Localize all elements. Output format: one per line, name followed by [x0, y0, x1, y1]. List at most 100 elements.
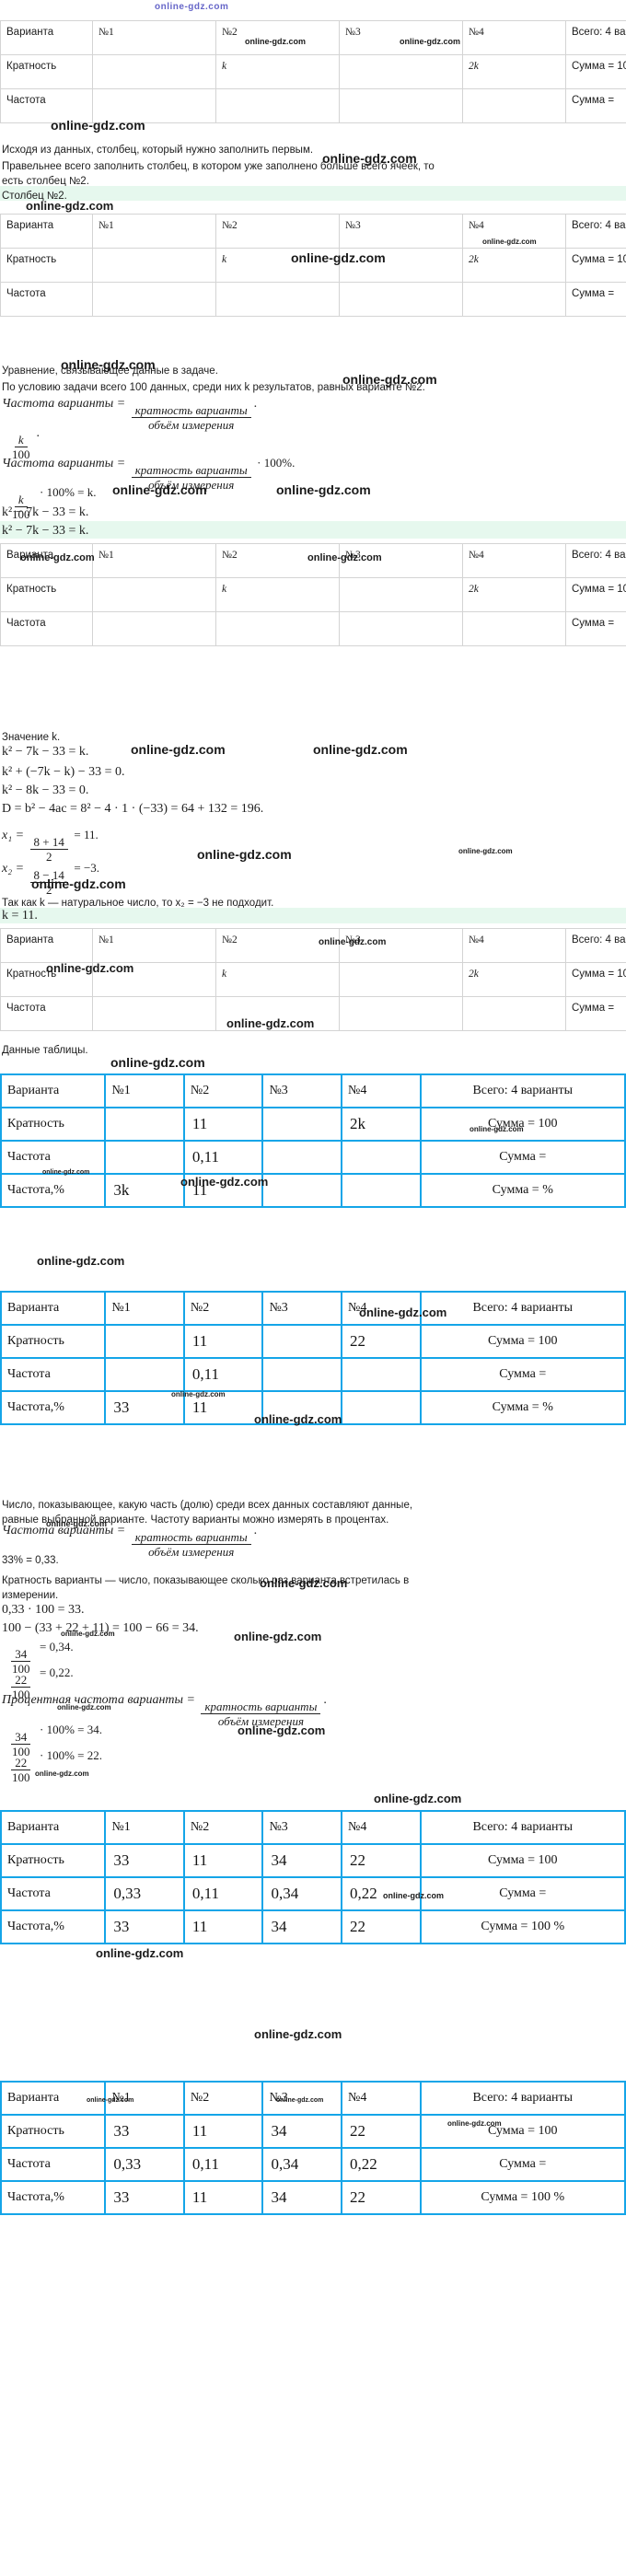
cell: 11: [182, 2180, 264, 2215]
formula-calc-2: 100 − (33 + 22 + 11) = 100 − 66 = 34.: [2, 1621, 199, 1635]
paragraph-8a: Кратность варианты — число, показывающее…: [2, 1575, 410, 1586]
fraction-numerator: 34: [11, 1730, 31, 1745]
cell: 33: [104, 2180, 185, 2215]
blue-table-2-wrap: Варианта №1 №2 №3 №4 Всего: 4 варианты К…: [0, 1291, 626, 1425]
cell: [339, 996, 463, 1031]
cell-total: Сумма =: [565, 88, 626, 123]
cell: 0,11: [182, 1140, 264, 1175]
cell: [340, 1173, 422, 1208]
cell: [104, 1107, 185, 1142]
cell: [340, 1140, 422, 1175]
row-label: Кратность: [0, 2114, 107, 2149]
cell: [261, 1107, 342, 1142]
formula-value: · 100% = 34.: [40, 1723, 102, 1736]
column-header: №2: [182, 1291, 264, 1326]
table-row: Частота,% 33 11 Сумма = %: [0, 1390, 626, 1425]
fraction-numerator: 8 − 14: [29, 868, 68, 883]
cell-total: Сумма = 100: [419, 1324, 626, 1359]
fraction: k 100: [8, 433, 34, 461]
cell-total: Сумма = 100: [419, 2114, 626, 2149]
fraction: кратность варианты объём измерения: [201, 1700, 321, 1728]
row-label: Кратность: [0, 1107, 107, 1142]
fraction-numerator: 34: [11, 1647, 31, 1662]
cell: [261, 1324, 342, 1359]
cell: [104, 1357, 185, 1392]
cell: №2: [215, 20, 340, 55]
formula-lhs: Частота варианты =: [2, 397, 126, 411]
cell-total: Сумма = 100: [565, 54, 626, 89]
row-label: Частота: [0, 1140, 107, 1175]
heading-column-2: Столбец №2.: [2, 191, 67, 202]
cell: 2k: [462, 54, 566, 89]
fraction: 34 100: [8, 1730, 34, 1758]
cell: №4: [462, 543, 566, 578]
watermark: online-gdz.com: [96, 1946, 184, 1960]
table-3-wrap: Варианта №1 №2 №3 №4 Всего: 4 варианты К…: [0, 543, 626, 646]
column-header: №2: [182, 1073, 264, 1108]
table-2: Варианта №1 №2 №3 №4 Всего: 4 варианты К…: [0, 214, 626, 317]
table-row: Кратность 33 11 34 22 Сумма = 100: [0, 1843, 626, 1878]
row-label: Частота: [0, 1876, 107, 1911]
formula-eq2: k² + (−7k − k) − 33 = 0.: [2, 765, 125, 779]
paragraph-not-fit: Так как k — натуральное число, то x₂ = −…: [2, 898, 274, 909]
formula-k-percent: k 100 · 100% = k.: [4, 482, 99, 522]
formula-k-answer: k = 11.: [2, 909, 38, 922]
row-label: Варианта: [0, 543, 93, 578]
cell: 33: [104, 1909, 185, 1944]
fraction-denominator: 100: [12, 1661, 30, 1676]
paragraph-1: Исходя из данных, столбец, который нужно…: [2, 145, 314, 156]
table-row: Частота 0,11 Сумма =: [0, 1357, 626, 1392]
fraction-numerator: кратность варианты: [201, 1700, 321, 1714]
table-row: Варианта №1 №2 №3 №4 Всего: 4 варианты: [0, 1291, 626, 1326]
cell-total: Всего: 4 варианты: [565, 214, 626, 249]
fraction-numerator: кратность варианты: [131, 463, 251, 478]
fraction: кратность варианты объём измерения: [131, 463, 251, 492]
formula-frequency-percent-definition: Частота варианты = кратность варианты об…: [0, 453, 296, 493]
table-row: Частота Сумма =: [0, 996, 626, 1031]
formula-eq1-repeat: k² − 7k − 33 = k.: [2, 745, 89, 759]
table-row: Частота 0,33 0,11 0,34 0,22 Сумма =: [0, 2147, 626, 2182]
cell: 33: [104, 2114, 185, 2149]
period: .: [323, 1693, 327, 1707]
cell: [104, 1324, 185, 1359]
cell: 11: [182, 1324, 264, 1359]
cell: [92, 54, 216, 89]
table-row: Частота Сумма =: [0, 88, 626, 123]
cell-total: Сумма = 100: [565, 577, 626, 612]
cell: 0,22: [340, 1876, 422, 1911]
table-row: Варианта №1 №2 №3 №4 Всего: 4 варианты: [0, 20, 626, 55]
cell: [462, 88, 566, 123]
highlight-band: [0, 186, 626, 201]
column-header: №3: [261, 1291, 342, 1326]
heading-value-k: Значение k.: [2, 732, 61, 743]
cell: 0,11: [182, 1357, 264, 1392]
cell: 0,33: [104, 2147, 185, 2182]
fraction-numerator: кратность варианты: [131, 403, 251, 418]
paragraph-8b: измерении.: [2, 1590, 59, 1601]
column-header: №3: [261, 2081, 342, 2116]
cell: 11: [182, 2114, 264, 2149]
column-header-total: Всего: 4 варианты: [419, 1291, 626, 1326]
cell: 2k: [462, 962, 566, 997]
formula-frac-22: 22 100 = 0,22.: [4, 1663, 75, 1702]
fraction: k 100: [8, 493, 34, 521]
cell: 33: [104, 1390, 185, 1425]
watermark: online-gdz.com: [374, 1792, 462, 1805]
blue-table-2: Варианта №1 №2 №3 №4 Всего: 4 варианты К…: [0, 1291, 626, 1425]
cell: №4: [462, 20, 566, 55]
cell: 34: [261, 2114, 342, 2149]
row-label: Частота,%: [0, 1173, 107, 1208]
cell-total: Сумма = 100 %: [419, 2180, 626, 2215]
paragraph-6b: равные выбранной варианте. Частоту вариа…: [2, 1514, 389, 1526]
column-header: №1: [104, 1073, 185, 1108]
blue-table-3-wrap: Варианта №1 №2 №3 №4 Всего: 4 варианты К…: [0, 1810, 626, 1944]
cell: [92, 282, 216, 317]
row-label: Частота: [0, 2147, 107, 2182]
fraction-denominator: 100: [12, 1770, 30, 1784]
cell-total: Всего: 4 варианты: [565, 20, 626, 55]
column-header: №2: [182, 1810, 264, 1845]
cell: [215, 611, 340, 646]
table-1: Варианта №1 №2 №3 №4 Всего: 4 варианты К…: [0, 20, 626, 123]
cell: [462, 282, 566, 317]
cell-total: Сумма =: [419, 2147, 626, 2182]
